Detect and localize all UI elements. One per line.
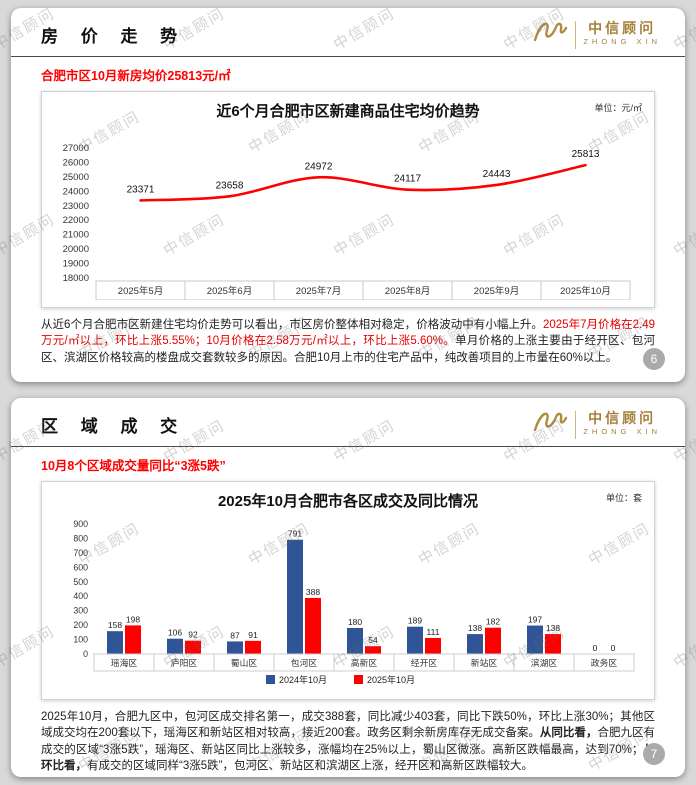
company-logo: 中信顾问 ZHONG XIN	[532, 408, 661, 441]
svg-text:新站区: 新站区	[471, 657, 498, 668]
svg-text:900: 900	[73, 519, 88, 529]
district-sales-bar-chart: 0 100 200 300 400 500 600 700 800 900 158 106 87 791 1…	[50, 512, 646, 697]
chart1-title: 近6个月合肥市区新建商品住宅均价趋势	[216, 103, 480, 120]
svg-text:200: 200	[73, 620, 88, 630]
svg-text:180: 180	[348, 617, 362, 627]
svg-text:23000: 23000	[63, 201, 89, 212]
svg-text:800: 800	[73, 533, 88, 543]
svg-text:2025年5月: 2025年5月	[118, 285, 163, 297]
svg-text:0: 0	[611, 643, 616, 653]
svg-text:滨湖区: 滨湖区	[531, 657, 558, 668]
svg-text:24000: 24000	[63, 186, 89, 197]
logo-divider	[575, 410, 577, 439]
slide2-key-message: 10月8个区域成交量同比“3涨5跌”	[41, 459, 226, 473]
slide1-key-message: 合肥市区10月新房均价25813元/㎡	[41, 69, 231, 83]
svg-text:庐阳区: 庐阳区	[171, 657, 198, 668]
svg-text:包河区: 包河区	[291, 657, 318, 668]
svg-text:106: 106	[168, 628, 182, 638]
svg-text:25000: 25000	[63, 172, 89, 183]
chart2-title: 2025年10月合肥市各区成交及同比情况	[217, 493, 479, 510]
slide2-analysis-text: 2025年10月，合肥九区中，包河区成交排名第一，成交388套，同比减少403套…	[41, 711, 656, 772]
svg-text:198: 198	[126, 614, 140, 624]
svg-text:25813: 25813	[572, 149, 600, 160]
slide-price-trend: 房 价 走 势 中信顾问 ZHONG XIN 合肥市区10月新房均价25813元…	[11, 8, 685, 382]
svg-text:189: 189	[408, 616, 422, 626]
svg-text:400: 400	[73, 591, 88, 601]
slide-district-sales: 区 域 成 交 中信顾问 ZHONG XIN 10月8个区域成交量同比“3涨5跌…	[11, 398, 685, 777]
svg-text:26000: 26000	[63, 157, 89, 168]
logo-divider	[575, 20, 577, 49]
svg-text:2025年8月: 2025年8月	[385, 285, 430, 297]
header-rule	[11, 56, 685, 57]
svg-text:27000: 27000	[63, 143, 89, 154]
logo-company-romanized: ZHONG XIN	[583, 37, 661, 47]
svg-text:瑶海区: 瑶海区	[111, 657, 138, 668]
svg-text:2025年9月: 2025年9月	[474, 285, 519, 297]
slide1-analysis-text: 从近6个月合肥市区新建住宅均价走势可以看出，市区房价整体相对稳定，价格波动中有小…	[41, 319, 656, 364]
logo-company-name: 中信顾问	[588, 412, 657, 428]
header-rule	[11, 446, 685, 447]
chart2-unit-label: 单位：套	[605, 493, 642, 503]
svg-text:19000: 19000	[63, 259, 89, 270]
svg-text:700: 700	[73, 548, 88, 558]
svg-text:24972: 24972	[305, 161, 333, 172]
svg-text:158: 158	[108, 620, 122, 630]
svg-text:18000: 18000	[63, 273, 89, 284]
svg-text:2024年10月: 2024年10月	[279, 674, 327, 685]
svg-text:23658: 23658	[216, 180, 244, 191]
svg-text:高新区: 高新区	[351, 657, 378, 668]
svg-text:20000: 20000	[63, 244, 89, 255]
svg-text:0: 0	[593, 643, 598, 653]
svg-text:138: 138	[468, 623, 482, 633]
page-title: 区 域 成 交	[41, 417, 187, 436]
logo-company-name: 中信顾问	[588, 22, 657, 38]
svg-text:600: 600	[73, 562, 88, 572]
svg-text:791: 791	[288, 529, 302, 539]
slide1-header: 房 价 走 势 中信顾问 ZHONG XIN	[11, 8, 685, 56]
company-logo: 中信顾问 ZHONG XIN	[532, 18, 661, 51]
slide2-header: 区 域 成 交 中信顾问 ZHONG XIN	[11, 398, 685, 446]
svg-text:92: 92	[188, 630, 198, 640]
svg-text:24443: 24443	[483, 169, 511, 180]
svg-text:22000: 22000	[63, 215, 89, 226]
logo-calligraphy-icon	[532, 408, 568, 441]
page-number-badge: 7	[643, 743, 665, 765]
svg-text:21000: 21000	[63, 230, 89, 241]
svg-text:政务区: 政务区	[591, 657, 618, 668]
svg-text:388: 388	[306, 587, 320, 597]
svg-text:91: 91	[248, 630, 258, 640]
logo-text: 中信顾问 ZHONG XIN	[583, 412, 661, 437]
svg-text:2025年10月: 2025年10月	[560, 285, 611, 297]
svg-text:0: 0	[83, 649, 88, 659]
svg-text:111: 111	[427, 627, 440, 637]
svg-text:138: 138	[546, 623, 560, 633]
district-sales-chart-panel: 2025年10月合肥市各区成交及同比情况 单位：套 0 100 200 300 400 5…	[41, 481, 655, 700]
logo-company-romanized: ZHONG XIN	[583, 427, 661, 437]
page-number-badge: 6	[643, 348, 665, 370]
svg-text:300: 300	[73, 606, 88, 616]
logo-text: 中信顾问 ZHONG XIN	[583, 22, 661, 47]
svg-text:182: 182	[486, 617, 500, 627]
logo-calligraphy-icon	[532, 18, 568, 51]
price-trend-line-chart: 18000 19000 20000 21000 22000 23000 24000 25000…	[50, 122, 646, 305]
svg-text:54: 54	[368, 635, 378, 645]
price-trend-chart-panel: 近6个月合肥市区新建商品住宅均价趋势 单位：元/㎡ 18000 19000 2000…	[41, 91, 655, 308]
svg-text:2025年6月: 2025年6月	[207, 285, 252, 297]
page-title: 房 价 走 势	[41, 27, 187, 46]
svg-text:500: 500	[73, 577, 88, 587]
svg-text:2025年10月: 2025年10月	[367, 674, 415, 685]
svg-text:23371: 23371	[127, 184, 155, 195]
svg-text:100: 100	[73, 635, 88, 645]
svg-text:2025年7月: 2025年7月	[296, 285, 341, 297]
chart1-unit-label: 单位：元/㎡	[594, 103, 642, 113]
svg-text:经开区: 经开区	[411, 657, 438, 668]
svg-text:87: 87	[230, 630, 240, 640]
svg-text:24117: 24117	[394, 174, 422, 185]
svg-text:197: 197	[528, 615, 542, 625]
svg-text:蜀山区: 蜀山区	[231, 658, 258, 668]
